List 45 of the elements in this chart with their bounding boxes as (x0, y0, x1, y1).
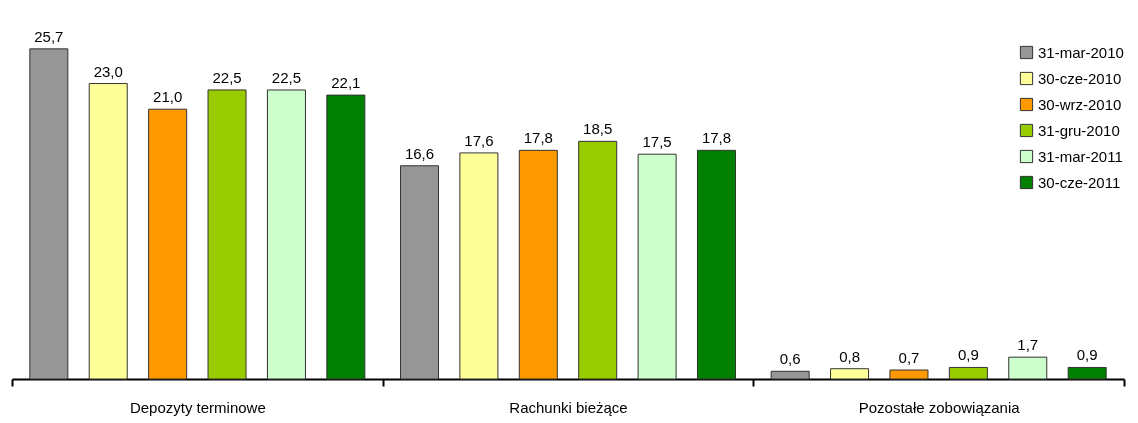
x-tick-label: Depozyty terminowe (129, 398, 266, 416)
legend-label: 31-mar-2011 (1038, 147, 1123, 165)
data-label: 18,5 (583, 120, 613, 138)
bar (889, 369, 929, 380)
legend-label: 31-mar-2010 (1038, 43, 1124, 61)
bar (326, 94, 366, 380)
bar (88, 83, 128, 380)
data-label: 22,5 (271, 68, 302, 86)
data-label: 0,7 (898, 349, 920, 367)
legend-label: 30-cze-2010 (1038, 69, 1122, 87)
legend-label: 31-gru-2010 (1038, 121, 1120, 139)
data-label: 1,7 (1017, 336, 1039, 354)
legend-label: 30-cze-2011 (1038, 173, 1121, 191)
bar (637, 153, 677, 380)
data-label: 16,6 (404, 144, 435, 162)
bar (1067, 366, 1107, 380)
bar (1008, 356, 1048, 380)
data-label: 17,6 (464, 131, 494, 149)
bar (148, 108, 188, 380)
bar (948, 366, 988, 380)
bar (29, 48, 69, 380)
data-label: 0,8 (839, 347, 860, 365)
data-label: 0,9 (1076, 346, 1098, 364)
data-label: 23,0 (93, 62, 123, 80)
data-label: 21,0 (153, 88, 183, 106)
x-tick-label: Pozostałe zobowiązania (858, 398, 1021, 416)
data-label: 0,6 (779, 350, 801, 368)
data-label: 17,5 (642, 133, 672, 151)
bar (266, 89, 306, 380)
data-label: 22,1 (331, 74, 361, 92)
data-label: 0,9 (957, 346, 979, 364)
data-label: 22,5 (212, 68, 242, 86)
bar (399, 165, 439, 380)
bar (459, 152, 499, 380)
data-label: 17,8 (701, 129, 732, 147)
bar (770, 370, 810, 380)
bar (697, 149, 737, 380)
data-label: 17,8 (523, 129, 553, 147)
data-label: 25,7 (34, 27, 64, 45)
legend-label: 30-wrz-2010 (1038, 95, 1122, 113)
bar (830, 368, 870, 380)
bar (518, 149, 558, 380)
bar (207, 89, 247, 380)
x-tick-label: Rachunki bieżące (509, 398, 628, 416)
bar (578, 140, 618, 380)
